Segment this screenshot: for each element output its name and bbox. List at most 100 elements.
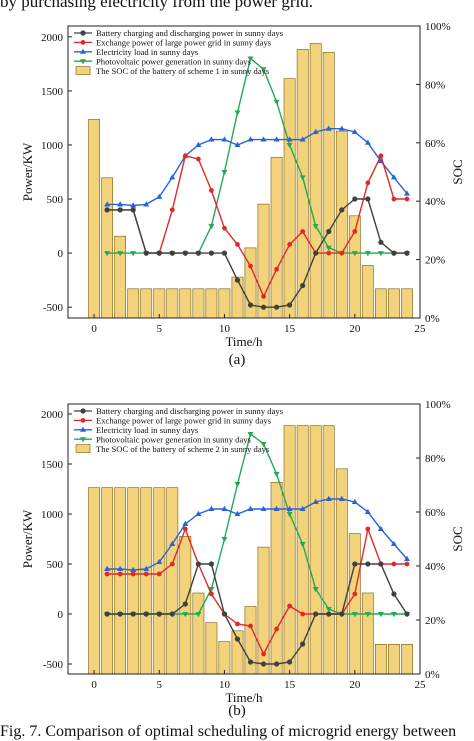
y-tick-label: 1500: [41, 86, 64, 98]
x-axis-label: Time/h: [225, 690, 263, 705]
soc-bar: [192, 288, 205, 319]
x-tick-label: 20: [349, 323, 361, 335]
grid-point: [287, 603, 293, 609]
soc-bar: [127, 487, 140, 675]
pv-point: [364, 612, 371, 618]
load-point: [208, 136, 215, 142]
battery-point: [221, 611, 228, 617]
x-tick-label: 10: [219, 679, 231, 691]
x-tick-label: 20: [349, 679, 361, 691]
grid-point: [404, 196, 410, 202]
load-point: [247, 505, 254, 511]
soc-bar: [296, 425, 309, 675]
battery-point: [156, 611, 162, 617]
legend-label: Battery charging and discharging power i…: [96, 28, 284, 38]
soc-bar: [88, 487, 100, 675]
battery-point: [182, 250, 188, 256]
y2-tick-label: 40%: [425, 196, 445, 208]
pv-point: [312, 587, 319, 593]
panel-label-b: (b): [228, 703, 246, 719]
grid-point: [182, 526, 188, 532]
pv-point: [299, 175, 306, 181]
soc-bar: [101, 177, 113, 319]
soc-bar: [401, 288, 413, 319]
battery-point: [143, 250, 149, 256]
soc-bar: [309, 43, 322, 319]
pv-point: [273, 99, 280, 105]
soc-bar: [231, 276, 244, 319]
load-point: [260, 505, 267, 511]
chart-panel-b: -500 0 500 1000 1500 2000 0% 20% 40% 60% 80% 100% 0 5…: [0, 396, 474, 706]
pv-point: [208, 224, 215, 230]
load-point: [234, 141, 241, 147]
battery-point: [260, 304, 267, 310]
legend-label: Electricity load in sunny days: [96, 425, 199, 435]
soc-bar: [322, 425, 335, 675]
pv-point: [130, 251, 137, 257]
x-tick-label: 10: [219, 323, 231, 335]
pv-point: [104, 251, 111, 257]
y2-tick-label: 80%: [425, 453, 445, 465]
soc-bar: [166, 288, 179, 319]
load-series-line: [107, 127, 408, 207]
pv-point: [351, 251, 358, 257]
legend-swatch: [75, 444, 91, 453]
battery-point: [221, 250, 228, 256]
y-tick-label: 0: [58, 609, 64, 621]
soc-bar: [257, 203, 270, 319]
battery-point: [182, 601, 188, 607]
grid-point: [248, 263, 253, 269]
pv-point: [325, 607, 332, 613]
legend-marker: [80, 437, 86, 443]
y-axis-label: Power/KW: [20, 142, 35, 201]
pv-point: [390, 612, 397, 618]
y2-tick-label: 20%: [425, 615, 445, 627]
battery-point: [117, 207, 123, 213]
soc-bar: [101, 487, 113, 675]
grid-point: [235, 621, 240, 627]
battery-point: [378, 239, 384, 245]
load-point: [130, 202, 137, 208]
y-tick-label: -500: [43, 659, 64, 671]
battery-point: [208, 561, 215, 567]
pv-point: [234, 482, 241, 488]
top-caption: by purchasing electricity from the power…: [0, 0, 313, 11]
pv-point: [377, 612, 384, 618]
pv-point: [351, 612, 358, 618]
load-point: [156, 558, 163, 564]
soc-bar: [401, 644, 413, 675]
chart-a: -500 0 500 1000 1500 2000 0% 20% 40% 60% 80% 100% 0 5…: [20, 21, 465, 348]
battery-point: [391, 591, 397, 597]
soc-bar: [296, 49, 309, 319]
grid-point: [156, 571, 162, 577]
pv-point: [286, 142, 293, 149]
battery-point: [260, 661, 267, 667]
grid-point: [300, 611, 306, 617]
pv-point: [325, 245, 332, 251]
grid-point: [274, 266, 279, 272]
battery-point: [247, 659, 254, 665]
soc-bar: [153, 288, 166, 319]
y2-tick-label: 0%: [425, 669, 440, 681]
load-point: [221, 136, 228, 142]
figure-caption: Fig. 7. Comparison of optimal scheduling…: [0, 723, 457, 740]
grid-point: [404, 561, 410, 567]
soc-bar: [387, 644, 400, 675]
load-point: [234, 510, 241, 516]
legend-label: The SOC of the battery of scheme 1 in su…: [96, 66, 270, 76]
grid-point: [117, 571, 123, 577]
y-tick-label: 1000: [41, 509, 64, 521]
y2-axis-label: SOC: [450, 526, 465, 551]
soc-bar: [179, 288, 192, 319]
load-point: [182, 520, 189, 526]
grid-point: [261, 651, 266, 657]
grid-point: [391, 196, 397, 202]
soc-bar: [387, 288, 400, 319]
soc-bar: [348, 533, 361, 675]
soc-bar: [283, 425, 296, 675]
grid-point: [248, 623, 253, 629]
load-point: [299, 505, 306, 511]
pv-point: [234, 110, 241, 116]
soc-bar: [114, 235, 126, 319]
y2-axis-label: SOC: [450, 159, 465, 184]
